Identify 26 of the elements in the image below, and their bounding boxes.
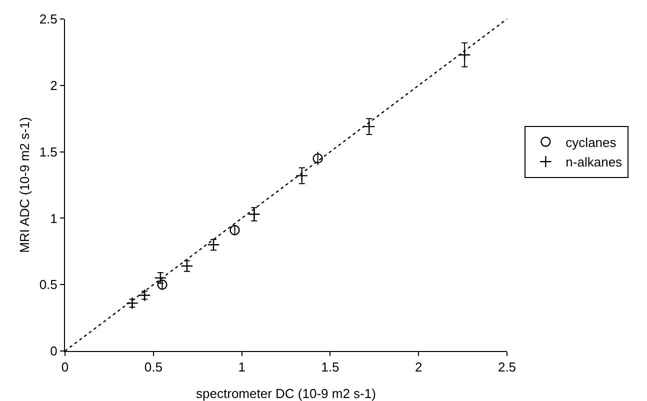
point bbox=[138, 289, 151, 302]
x-tick-label: 2.5 bbox=[498, 360, 516, 375]
point bbox=[312, 153, 323, 164]
point bbox=[296, 170, 308, 182]
x-tick-label: 0.5 bbox=[144, 360, 162, 375]
point bbox=[207, 238, 220, 251]
y-tick-label: 1 bbox=[50, 210, 58, 226]
point bbox=[248, 208, 260, 220]
point bbox=[230, 225, 240, 236]
y-tick-label: 2.5 bbox=[39, 12, 58, 27]
x-tick-label: 0 bbox=[61, 360, 69, 375]
point bbox=[458, 48, 471, 62]
x-axis-title: spectrometer DC (10-9 m2 s-1) bbox=[196, 386, 376, 401]
x-tick-label: 1 bbox=[238, 360, 246, 375]
y-axis-title: MRI ADC (10-9 m2 s-1) bbox=[17, 117, 32, 253]
x-tick-label: 2 bbox=[414, 360, 422, 375]
y-tick-label: 0 bbox=[50, 344, 58, 359]
legend-label: n-alkanes bbox=[566, 154, 623, 170]
legend-label: cyclanes bbox=[566, 134, 617, 150]
point bbox=[362, 120, 376, 133]
y-tick-label: 0.5 bbox=[39, 277, 58, 292]
y-tick-label: 2 bbox=[50, 78, 58, 93]
x-tick-label: 1.5 bbox=[321, 360, 340, 375]
point bbox=[180, 260, 194, 272]
y-tick-label: 1.5 bbox=[39, 144, 58, 160]
point bbox=[126, 296, 138, 310]
